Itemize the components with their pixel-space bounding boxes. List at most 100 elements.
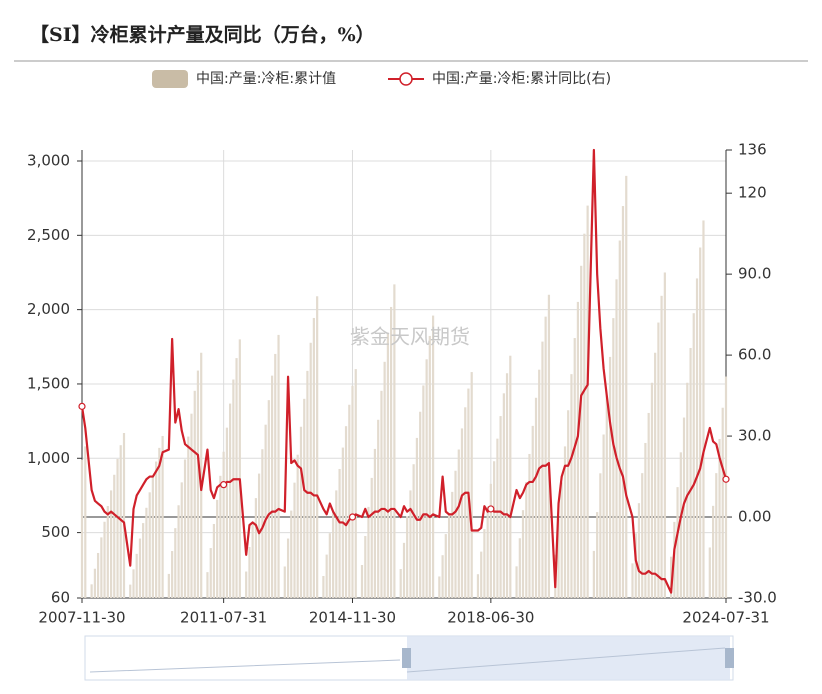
bar <box>654 352 657 598</box>
bar <box>518 538 521 598</box>
bar <box>496 438 499 598</box>
bar <box>412 464 415 598</box>
bar <box>457 449 460 598</box>
bar <box>531 425 534 598</box>
bar <box>444 534 447 598</box>
bar <box>332 511 335 598</box>
x-tick-label: 2007-11-30 <box>38 609 125 627</box>
bar <box>187 436 190 598</box>
bar <box>206 572 209 598</box>
y2-tick-label: 90.0 <box>738 265 771 283</box>
y-tick-label: 2,000 <box>27 300 70 318</box>
bar <box>679 452 682 598</box>
bar <box>293 482 296 598</box>
y-tick-label: 3,000 <box>27 151 70 169</box>
bar <box>312 317 315 598</box>
bar <box>80 459 84 598</box>
bar <box>338 468 341 598</box>
bar <box>254 498 258 598</box>
bar <box>264 424 267 598</box>
bar <box>422 385 425 598</box>
bar <box>521 510 525 598</box>
bar <box>505 373 509 598</box>
y-tick-label: 500 <box>41 523 70 541</box>
bar <box>155 461 158 598</box>
bar <box>116 459 119 598</box>
bar <box>328 533 331 598</box>
bar <box>393 284 396 598</box>
bar <box>592 550 595 598</box>
data-zoom[interactable] <box>84 635 734 681</box>
bar <box>367 506 370 598</box>
bar <box>644 442 647 598</box>
bar <box>303 398 306 598</box>
bar <box>534 397 538 598</box>
legend-swatch <box>399 72 413 86</box>
x-tick-label: 2018-06-30 <box>447 609 534 627</box>
bar <box>251 522 254 598</box>
bar <box>364 536 367 598</box>
bar <box>563 446 567 598</box>
bar <box>290 510 293 598</box>
y-tick-label: 1,000 <box>27 449 70 467</box>
bar <box>248 547 251 598</box>
zoom-preview <box>89 647 726 673</box>
bar <box>309 342 312 598</box>
legend-label: 中国:产量:冷柜:累计值 <box>196 71 336 87</box>
bar <box>228 403 232 598</box>
line-marker <box>220 481 228 489</box>
bar <box>316 296 319 598</box>
zoom-selection[interactable] <box>407 636 730 680</box>
bar <box>451 491 454 598</box>
zoom-handle[interactable] <box>402 648 411 668</box>
bar <box>325 554 328 598</box>
bar <box>538 369 541 598</box>
y-tick-label: 1,500 <box>27 374 70 392</box>
bar <box>380 390 383 598</box>
bar <box>148 492 151 598</box>
bar <box>650 382 654 598</box>
bar <box>621 206 625 598</box>
bar <box>286 538 290 598</box>
zoom-handle[interactable] <box>725 648 734 668</box>
bar <box>257 473 261 598</box>
line-marker <box>487 505 495 513</box>
bar <box>686 382 689 598</box>
bar <box>158 447 161 598</box>
bar <box>100 537 103 598</box>
bar <box>145 507 148 598</box>
bar <box>299 426 303 598</box>
bar <box>109 490 113 598</box>
bar <box>493 461 496 598</box>
bar <box>122 433 126 598</box>
y-tick-label: 60 <box>51 589 70 607</box>
bar <box>641 473 644 598</box>
bar <box>196 370 200 598</box>
bar <box>283 566 286 598</box>
bar <box>402 542 406 598</box>
bar <box>370 477 373 598</box>
bar <box>96 552 100 598</box>
bar <box>702 220 705 599</box>
bar <box>637 503 641 598</box>
line <box>80 148 728 594</box>
bar <box>389 306 393 598</box>
bar <box>373 448 377 598</box>
bar <box>692 313 695 598</box>
x-tick-label: 2011-07-31 <box>180 609 267 627</box>
bar <box>509 355 512 598</box>
bar <box>425 359 428 598</box>
bar <box>219 475 222 598</box>
bar <box>544 316 547 598</box>
bar <box>84 446 87 598</box>
bar <box>322 576 325 598</box>
bar <box>460 428 464 598</box>
bar <box>721 407 724 598</box>
bar <box>119 445 122 598</box>
bar <box>602 434 605 598</box>
bar <box>605 395 608 598</box>
line-marker <box>348 513 357 521</box>
bar <box>438 576 441 598</box>
bar <box>277 334 280 598</box>
